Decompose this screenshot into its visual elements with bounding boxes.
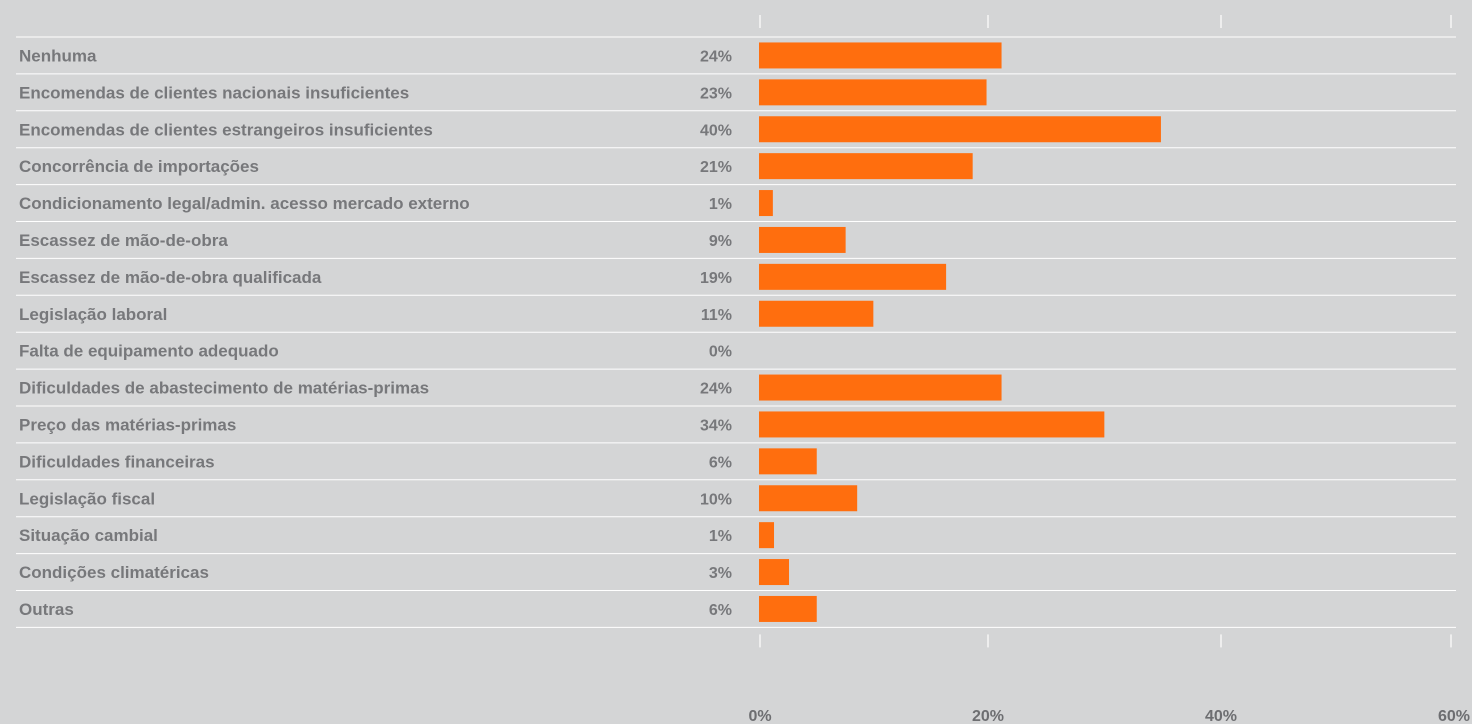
x-tick-label: 0% [748,708,771,724]
x-tick-labels: 0% 20% 40% 60% [748,708,1470,724]
category-label: Condicionamento legal/admin. acesso merc… [19,194,470,213]
bar [759,411,1105,438]
value-label: 3% [709,565,732,582]
category-label: Legislação fiscal [19,489,155,508]
bar [759,116,1161,143]
x-tick-label: 60% [1438,708,1470,724]
category-label: Encomendas de clientes nacionais insufic… [19,83,409,102]
bar [759,522,775,549]
value-label: 23% [700,85,732,102]
value-label: 24% [700,48,732,65]
category-label: Escassez de mão-de-obra [19,231,228,250]
bars [759,42,1161,622]
category-label: Concorrência de importações [19,157,259,176]
x-tick-label: 40% [1205,708,1237,724]
category-label: Outras [19,600,74,619]
value-label: 11% [701,307,732,324]
category-labels: Nenhuma Encomendas de clientes nacionais … [19,46,470,619]
bar [759,595,817,622]
bar [759,374,1002,401]
bar [759,79,987,106]
value-label: 6% [709,454,732,471]
axis-ticks [759,15,1452,648]
value-label: 0% [709,344,732,361]
value-label: 40% [700,122,732,139]
category-label: Legislação laboral [19,305,167,324]
value-label: 1% [709,528,732,545]
category-label: Encomendas de clientes estrangeiros insu… [19,120,433,139]
value-label: 6% [709,602,732,619]
value-label: 21% [700,159,732,176]
x-tick-label: 20% [972,708,1004,724]
value-label: 19% [700,270,732,287]
bar [759,300,874,327]
category-label: Nenhuma [19,46,97,65]
category-label: Condições climatéricas [19,563,209,582]
category-label: Preço das matérias-primas [19,415,236,434]
value-label: 10% [700,491,732,508]
bar [759,190,773,217]
value-label: 9% [709,233,732,250]
value-label: 24% [700,381,732,398]
value-label: 1% [709,196,732,213]
bar [759,153,973,180]
category-label: Falta de equipamento adequado [19,342,279,361]
category-label: Escassez de mão-de-obra qualificada [19,268,322,287]
category-label: Dificuldades financeiras [19,452,215,471]
bar [759,485,858,512]
value-label: 34% [700,417,732,434]
value-labels: 24% 23% 40% 21% 1% 9% 19% 11% 0% 24% 34% 6% 10% 1% 3% 6… [700,48,732,619]
bar [759,559,790,586]
bar [759,263,947,290]
bar [759,42,1002,69]
bar [759,448,817,475]
row-separators [16,36,1456,628]
category-label: Situação cambial [19,526,158,545]
category-label: Dificuldades de abastecimento de matéria… [19,379,429,398]
bar [759,226,846,253]
